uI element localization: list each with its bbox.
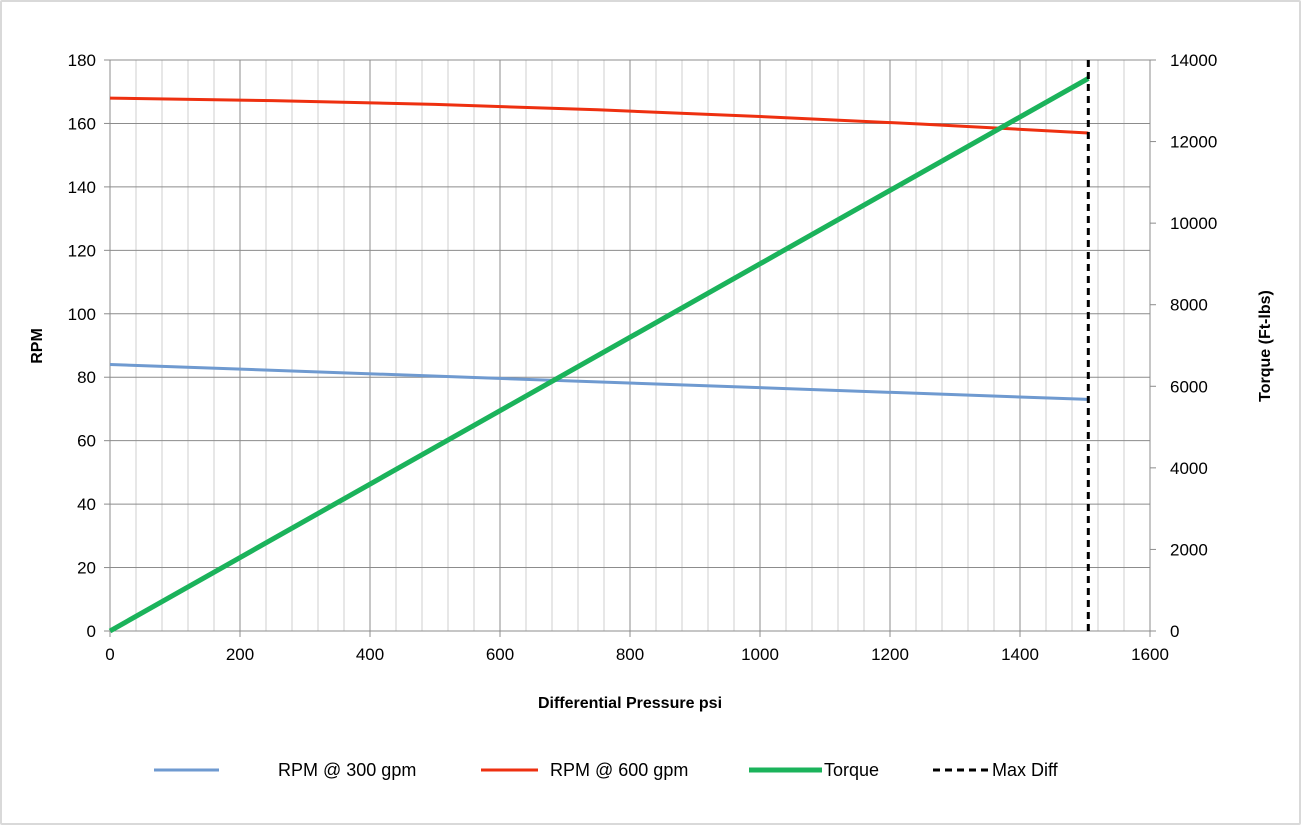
y-tick-label: 100 [68, 305, 96, 324]
legend-label: Torque [824, 760, 879, 780]
y-tick-label: 180 [68, 51, 96, 70]
x-tick-label: 0 [105, 645, 114, 664]
x-tick-label: 600 [486, 645, 514, 664]
x-tick-label: 1600 [1131, 645, 1169, 664]
y2-tick-label: 6000 [1170, 377, 1208, 396]
series-line-0 [109, 363, 1089, 401]
series-lines [108, 60, 1090, 634]
legend-label: RPM @ 300 gpm [278, 760, 416, 780]
x-axis-ticks: 0 200 400 600 800 1000 1200 1400 1600 [105, 631, 1169, 664]
series-line-1 [109, 96, 1089, 135]
y-tick-label: 80 [77, 368, 96, 387]
y-axis-ticks: 0 20 40 60 80 100 120 140 160 180 [68, 51, 110, 641]
y-tick-label: 20 [77, 559, 96, 578]
y-tick-label: 160 [68, 114, 96, 133]
y2-tick-label: 2000 [1170, 540, 1208, 559]
y2-tick-label: 4000 [1170, 459, 1208, 478]
y-tick-label: 60 [77, 432, 96, 451]
y2-tick-label: 12000 [1170, 133, 1217, 152]
y2-axis-ticks: 0 2000 4000 6000 8000 10000 12000 14000 [1150, 51, 1217, 641]
y-tick-label: 0 [87, 622, 96, 641]
x-tick-label: 800 [616, 645, 644, 664]
y2-tick-label: 10000 [1170, 214, 1217, 233]
series-line-2 [108, 76, 1090, 634]
y-tick-label: 120 [68, 241, 96, 260]
y-tick-label: 140 [68, 178, 96, 197]
x-axis-title: Differential Pressure psi [538, 695, 722, 712]
y2-tick-label: 0 [1170, 622, 1179, 641]
legend-label: RPM @ 600 gpm [550, 760, 688, 780]
legend-label: Max Diff [992, 760, 1059, 780]
y-axis-title: RPM [29, 328, 46, 364]
y2-tick-label: 8000 [1170, 296, 1208, 315]
y2-tick-label: 14000 [1170, 51, 1217, 70]
x-tick-label: 400 [356, 645, 384, 664]
x-tick-label: 1000 [741, 645, 779, 664]
x-tick-label: 1400 [1001, 645, 1039, 664]
legend: RPM @ 300 gpm RPM @ 600 gpm Torque Max Diff [154, 760, 1059, 780]
y-tick-label: 40 [77, 495, 96, 514]
x-tick-label: 1200 [871, 645, 909, 664]
y2-axis-title: Torque (Ft-lbs) [1257, 290, 1274, 402]
minor-gridlines [135, 60, 1125, 631]
x-tick-label: 200 [226, 645, 254, 664]
